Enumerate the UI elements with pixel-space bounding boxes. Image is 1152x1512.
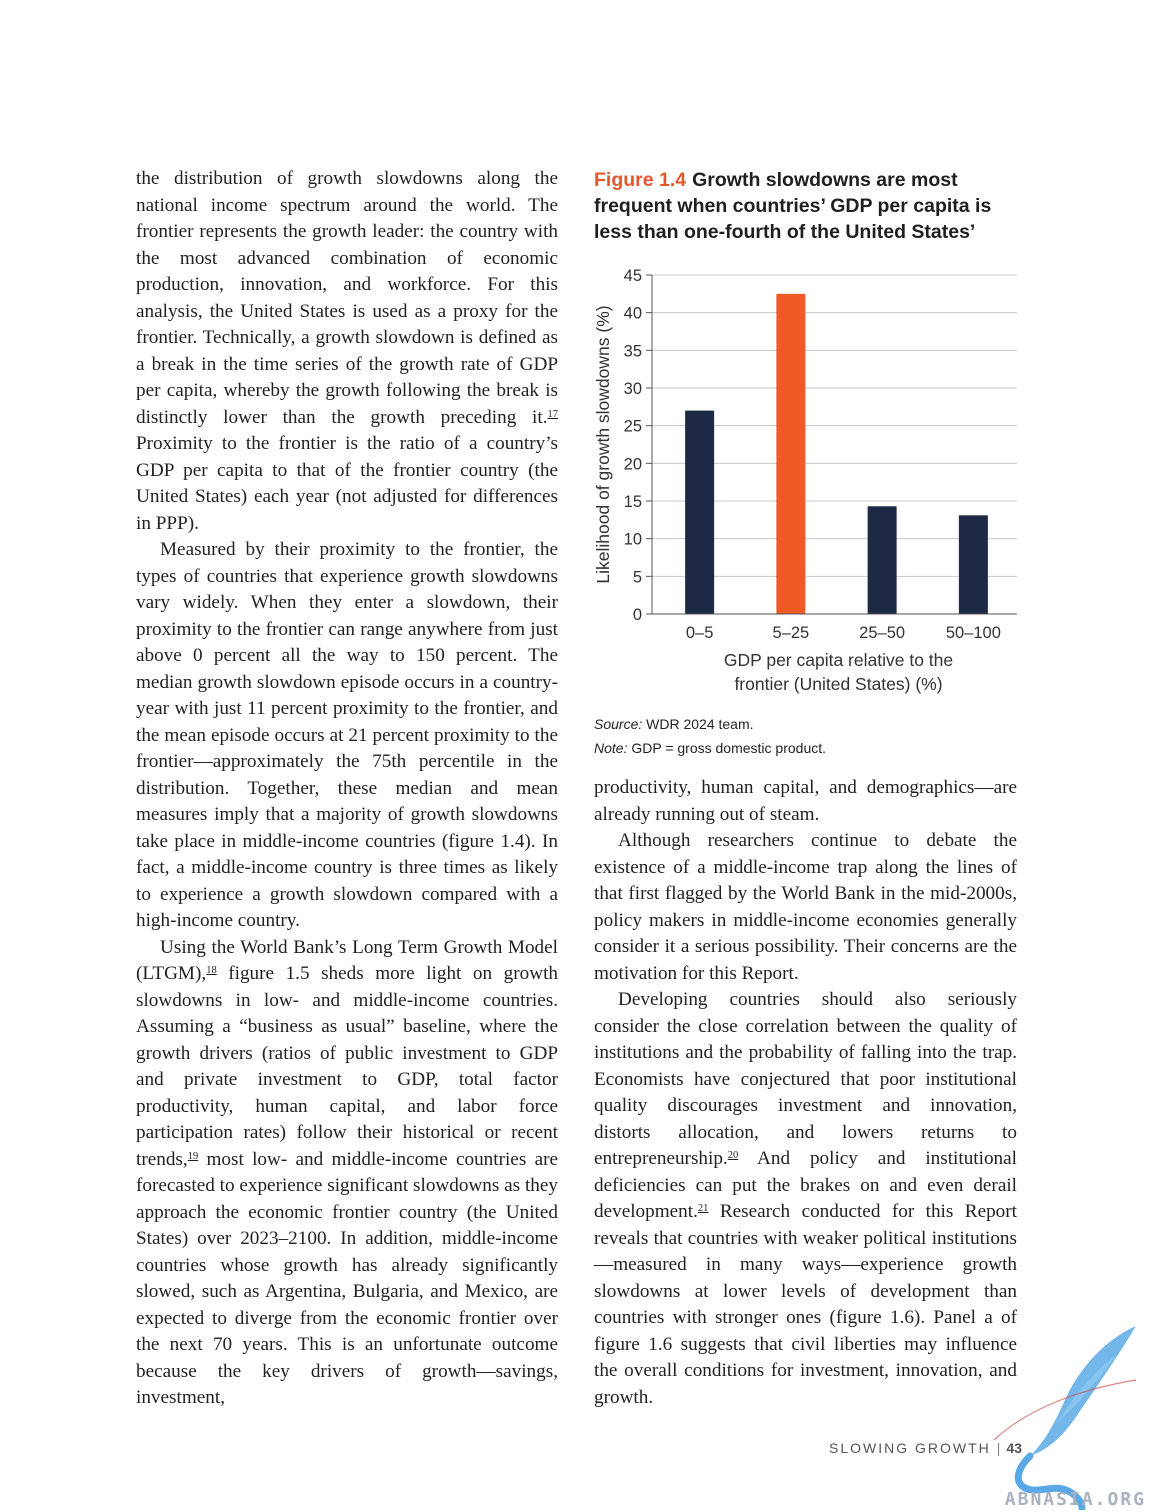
- y-axis-label: Likelihood of growth slowdowns (%): [593, 305, 613, 583]
- x-tick-label: 25–50: [859, 624, 905, 642]
- x-tick-labels: 0–5 5–25 25–50 50–100: [686, 624, 1001, 642]
- bar-2: [776, 293, 806, 614]
- footnote-ref-19[interactable]: 19: [187, 1150, 199, 1162]
- paragraph-3: Using the World Bank’s Long Term Growth …: [136, 936, 558, 1409]
- watermark-logo-icon: [993, 1326, 1137, 1510]
- paragraph-5: Although researchers continue to debate …: [594, 830, 1017, 984]
- bar-3: [867, 506, 897, 614]
- paragraph-4: productivity, human capital, and demogra…: [594, 777, 1017, 825]
- x-tick-label: 5–25: [773, 624, 810, 642]
- figure-caption: Growth slowdowns are most frequent when …: [594, 169, 992, 243]
- paragraph-6: Developing countries should also serious…: [594, 989, 1017, 1408]
- page-footer: SLOWING GROWTH | 43: [760, 1440, 1022, 1456]
- x-axis-label-line-1: GDP per capita relative to the: [724, 650, 953, 670]
- bar-4: [958, 515, 988, 614]
- x-axis-label-line-2: frontier (United States) (%): [734, 674, 942, 694]
- y-tick-label: 25: [624, 418, 642, 436]
- figure-note: Note: GDP = gross domestic product.: [594, 740, 827, 756]
- y-tick-label: 30: [624, 380, 642, 398]
- footnote-ref-21[interactable]: 21: [697, 1203, 709, 1214]
- y-tick-label: 45: [624, 267, 642, 285]
- bar-1: [685, 410, 715, 614]
- x-tick-label: 50–100: [946, 624, 1001, 642]
- figure-number: Figure 1.4: [594, 169, 687, 191]
- bar-chart: 0 5 10 15 20 25 30 35 40 45 0–5 5–25 25–50 50–100 Li…: [593, 267, 1017, 694]
- left-column: the distribution of growth slowdowns alo…: [136, 166, 558, 1412]
- paragraph-1: the distribution of growth slowdowns alo…: [136, 168, 559, 534]
- footer-separator: |: [996, 1440, 1001, 1456]
- y-tick-label: 35: [624, 342, 642, 360]
- y-tick-label: 10: [624, 531, 642, 549]
- bars: [685, 293, 988, 614]
- y-tick-labels: 0 5 10 15 20 25 30 35 40 45: [624, 267, 652, 624]
- footnote-ref-17[interactable]: 17: [547, 408, 559, 420]
- y-tick-label: 15: [624, 493, 642, 511]
- figure-source: Source: WDR 2024 team.: [594, 716, 754, 732]
- page-number: 43: [1006, 1440, 1022, 1456]
- footnote-ref-18[interactable]: 18: [206, 965, 217, 976]
- y-tick-label: 20: [624, 455, 642, 473]
- running-footer: SLOWING GROWTH: [829, 1440, 991, 1456]
- figure-title: Figure 1.4 Growth slowdowns are most freq…: [594, 167, 1014, 245]
- right-column: productivity, human capital, and demogra…: [594, 775, 1017, 1411]
- footnote-ref-20[interactable]: 20: [727, 1150, 739, 1161]
- y-tick-label: 0: [633, 606, 642, 624]
- paragraph-2: Measured by their proximity to the front…: [136, 539, 558, 931]
- y-tick-label: 5: [633, 568, 642, 586]
- y-tick-label: 40: [624, 305, 642, 323]
- watermark-text: ABNASIA.ORG: [1004, 1489, 1146, 1510]
- x-tick-label: 0–5: [686, 624, 714, 642]
